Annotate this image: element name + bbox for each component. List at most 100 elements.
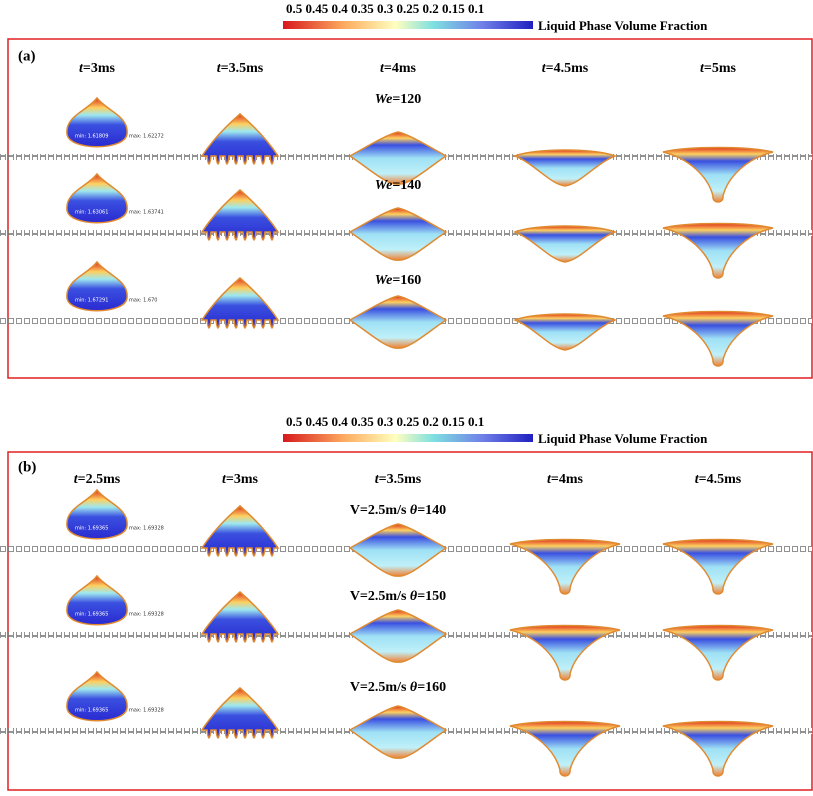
time-label: t=3.5ms (217, 61, 264, 76)
colorbar-tick-label: 0.5 (286, 1, 303, 16)
row-prefix: V=2.5m/s (350, 680, 410, 695)
row-prefix: V=2.5m/s (350, 589, 410, 604)
row-label: We=160 (375, 273, 422, 288)
time-value: =4ms (551, 472, 584, 487)
droplet (350, 610, 446, 662)
colorbar-tick-label: 0.4 (332, 1, 349, 16)
droplet (202, 592, 278, 642)
row-symbol: We (375, 178, 393, 193)
time-value: =3.5ms (379, 472, 422, 487)
colorbar-tick-label: 0.4 (332, 414, 349, 429)
row-symbol: We (375, 92, 393, 107)
min-annotation: min: 1.67291 (75, 298, 108, 304)
droplet (202, 278, 278, 328)
time-value: =4ms (384, 61, 417, 76)
droplet (350, 524, 446, 576)
droplet (202, 190, 278, 240)
row-label: V=2.5m/s θ=150 (350, 589, 446, 604)
time-label: t=5ms (700, 61, 737, 76)
time-label: t=4ms (380, 61, 417, 76)
time-label: t=3ms (79, 61, 116, 76)
colorbar-ticks: 0.5 0.45 0.4 0.35 0.3 0.25 0.2 0.15 0.1 (286, 1, 484, 16)
droplet (350, 132, 446, 184)
time-value: =4.5ms (546, 61, 589, 76)
colorbar-tick-label: 0.45 (306, 1, 329, 16)
page: {"colorbars": [ {"ticks": ["0.5", "0.45"… (0, 0, 813, 796)
colorbar (283, 21, 533, 29)
time-value: =3ms (83, 61, 116, 76)
time-label: t=4ms (547, 472, 584, 487)
colorbar-tick-label: 0.35 (351, 414, 374, 429)
max-annotation: max: 1.670 (129, 298, 157, 304)
colorbar-tick-label: 0.25 (397, 414, 420, 429)
time-value: =5ms (704, 61, 737, 76)
time-value: =3.5ms (221, 61, 264, 76)
colorbar-tick-label: 0.3 (377, 1, 394, 16)
max-annotation: max: 1.62272 (129, 134, 164, 140)
droplet (350, 208, 446, 260)
droplet (663, 148, 773, 203)
droplet (510, 626, 620, 681)
row-value: =140 (392, 178, 421, 193)
droplet (350, 296, 446, 348)
row-value: =140 (417, 503, 446, 518)
colorbar-tick-label: 0.35 (351, 1, 374, 16)
row-label: V=2.5m/s θ=160 (350, 680, 446, 695)
droplet (350, 706, 446, 758)
row-value: =150 (417, 589, 446, 604)
min-annotation: min: 1.63061 (75, 210, 108, 216)
time-label: t=4.5ms (695, 472, 742, 487)
droplet (515, 226, 615, 262)
droplet (202, 506, 278, 556)
droplet (515, 150, 615, 186)
panel-label: (a) (18, 48, 36, 64)
row-prefix: V=2.5m/s (350, 503, 410, 518)
droplet (663, 224, 773, 279)
colorbar-tick-label: 0.2 (423, 1, 439, 16)
droplet (510, 722, 620, 777)
row-label: V=2.5m/s θ=140 (350, 503, 446, 518)
time-label: t=3.5ms (375, 472, 422, 487)
droplet (515, 314, 615, 350)
figure: 0.5 0.45 0.4 0.35 0.3 0.25 0.2 0.15 0.1 L… (0, 0, 813, 791)
droplet (663, 540, 773, 595)
time-label: t=4.5ms (542, 61, 589, 76)
colorbar-ticks: 0.5 0.45 0.4 0.35 0.3 0.25 0.2 0.15 0.1 (286, 414, 484, 429)
min-annotation: min: 1.61809 (75, 134, 108, 140)
colorbar-tick-label: 0.1 (468, 414, 484, 429)
droplet (510, 540, 620, 595)
colorbar-tick-label: 0.25 (397, 1, 420, 16)
colorbar-title: Liquid Phase Volume Fraction (538, 431, 708, 446)
colorbar (283, 434, 533, 442)
droplet (663, 722, 773, 777)
droplet (663, 626, 773, 681)
droplet (202, 114, 278, 164)
colorbar-tick-label: 0.15 (442, 1, 465, 16)
row-label: We=120 (375, 92, 422, 107)
row-value: =160 (392, 273, 421, 288)
row-value: =120 (392, 92, 421, 107)
colorbar-tick-label: 0.45 (306, 414, 329, 429)
time-label: t=3ms (222, 472, 259, 487)
colorbar-tick-label: 0.3 (377, 414, 394, 429)
min-annotation: min: 1.69365 (75, 612, 108, 618)
time-value: =3ms (226, 472, 259, 487)
colorbar-tick-label: 0.15 (442, 414, 465, 429)
max-annotation: max: 1.69328 (129, 526, 164, 532)
colorbar-tick-label: 0.1 (468, 1, 484, 16)
row-symbol: We (375, 273, 393, 288)
row-label: We=140 (375, 178, 422, 193)
max-annotation: max: 1.69328 (129, 708, 164, 714)
colorbar-title: Liquid Phase Volume Fraction (538, 18, 708, 33)
droplet (663, 312, 773, 367)
colorbar-tick-label: 0.5 (286, 414, 303, 429)
max-annotation: max: 1.63741 (129, 210, 164, 216)
time-label: t=2.5ms (74, 472, 121, 487)
max-annotation: max: 1.69328 (129, 612, 164, 618)
row-value: =160 (417, 680, 446, 695)
droplet (202, 688, 278, 738)
panel-label: (b) (18, 459, 36, 475)
time-value: =2.5ms (78, 472, 121, 487)
min-annotation: min: 1.69365 (75, 708, 108, 714)
min-annotation: min: 1.69365 (75, 526, 108, 532)
